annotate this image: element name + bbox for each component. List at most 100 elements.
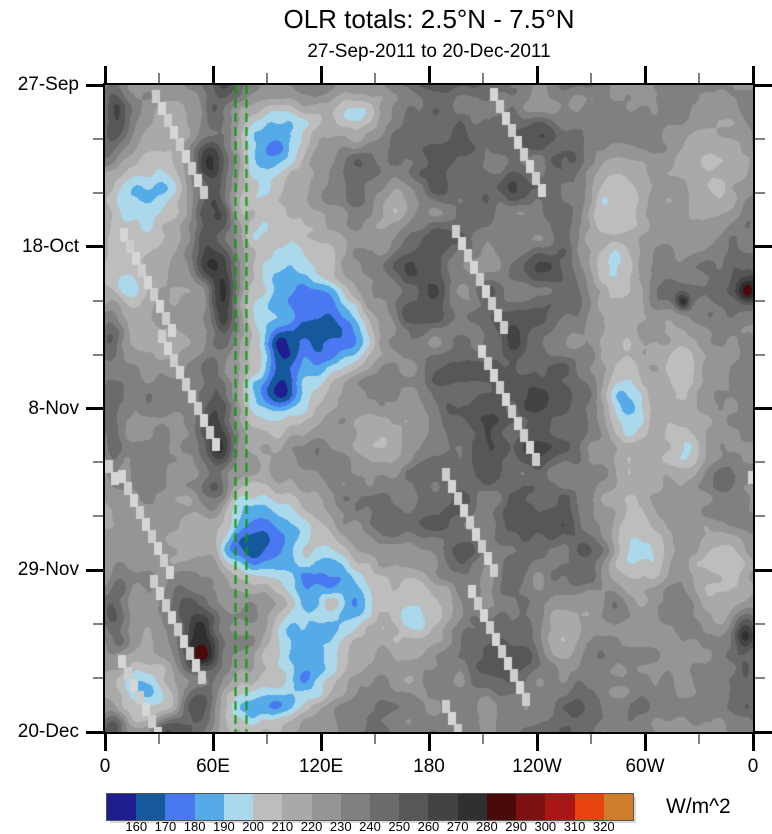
colorbar-tick-label: 190 xyxy=(213,819,235,834)
y-minor-tick-left xyxy=(93,515,103,518)
x-minor-tick-top xyxy=(158,73,160,83)
x-major-tick-top xyxy=(319,66,323,83)
y-major-tick-left xyxy=(86,245,103,249)
y-minor-tick-right xyxy=(755,677,765,680)
colorbar-segment xyxy=(340,794,370,820)
colorbar-segment xyxy=(253,794,283,820)
x-tick-label: 0 xyxy=(99,756,111,777)
colorbar-segment xyxy=(486,794,517,820)
y-minor-tick-right xyxy=(755,461,765,464)
x-major-tick-bottom xyxy=(643,734,647,751)
x-tick-label: 120E xyxy=(298,756,344,777)
hovmoller-field-canvas xyxy=(105,85,753,732)
y-tick-label: 20-Dec xyxy=(17,721,79,742)
colorbar-tick-label: 300 xyxy=(534,819,557,834)
colorbar-segment xyxy=(282,794,312,820)
y-major-tick-right xyxy=(755,568,772,572)
colorbar-segment xyxy=(311,794,341,820)
x-major-tick-top xyxy=(535,66,539,83)
y-major-tick-right xyxy=(755,730,772,734)
colorbar-tick-label: 220 xyxy=(300,819,323,834)
x-minor-tick-top xyxy=(590,73,592,83)
colorbar-unit-label: W/m^2 xyxy=(666,795,731,818)
x-major-tick-bottom xyxy=(211,734,215,751)
y-tick-label: 27-Sep xyxy=(17,74,79,95)
y-minor-tick-right xyxy=(755,353,765,356)
colorbar-segment xyxy=(574,794,604,820)
x-tick-label: 180 xyxy=(413,756,445,777)
colorbar-tick-label: 320 xyxy=(592,819,615,834)
y-major-tick-left xyxy=(86,730,103,734)
colorbar-segment xyxy=(545,794,575,820)
x-major-tick-top xyxy=(751,66,755,83)
x-minor-tick-top xyxy=(374,73,376,83)
x-minor-tick-bottom xyxy=(590,734,592,744)
colorbar-tick-label: 250 xyxy=(388,819,411,834)
y-major-tick-left xyxy=(86,83,103,87)
x-tick-label: 120W xyxy=(512,756,562,777)
x-minor-tick-bottom xyxy=(698,734,700,744)
y-tick-label: 18-Oct xyxy=(21,235,79,257)
x-tick-label: 60W xyxy=(625,756,665,777)
x-major-tick-bottom xyxy=(751,734,755,751)
colorbar-segment xyxy=(428,794,458,820)
x-major-tick-bottom xyxy=(535,734,539,751)
colorbar-tick-label: 240 xyxy=(359,819,381,834)
x-tick-label: 60E xyxy=(196,756,230,777)
y-minor-tick-left xyxy=(93,137,103,140)
colorbar-segment xyxy=(457,794,487,820)
plot-frame xyxy=(103,83,755,734)
y-minor-tick-right xyxy=(755,137,765,140)
colorbar-tick-label: 210 xyxy=(271,819,294,834)
colorbar-segment xyxy=(194,794,224,820)
colorbar-tick-label: 230 xyxy=(329,819,352,834)
colorbar-segment xyxy=(136,794,166,820)
y-minor-tick-right xyxy=(755,623,765,626)
colorbar-tick-label: 310 xyxy=(563,819,586,834)
x-minor-tick-bottom xyxy=(266,734,268,744)
chart-title: OLR totals: 2.5°N - 7.5°N xyxy=(283,4,575,34)
y-major-tick-right xyxy=(755,407,772,410)
x-minor-tick-top xyxy=(698,73,700,83)
x-minor-tick-bottom xyxy=(158,734,160,744)
colorbar-segment xyxy=(369,794,400,820)
colorbar-segment xyxy=(165,794,195,820)
colorbar-tick-label: 280 xyxy=(476,819,498,834)
colorbar-tick-label: 270 xyxy=(446,819,469,834)
x-major-tick-top xyxy=(211,66,215,83)
y-minor-tick-left xyxy=(93,299,103,302)
colorbar-tick-label: 260 xyxy=(417,819,440,834)
y-minor-tick-left xyxy=(93,677,103,680)
x-minor-tick-bottom xyxy=(482,734,484,744)
y-major-tick-right xyxy=(755,245,772,249)
chart-subtitle: 27-Sep-2011 to 20-Dec-2011 xyxy=(307,41,551,62)
y-minor-tick-right xyxy=(755,299,765,302)
y-minor-tick-left xyxy=(93,191,103,194)
colorbar-tick-label: 200 xyxy=(242,819,264,834)
x-major-tick-top xyxy=(643,66,647,83)
x-major-tick-bottom xyxy=(427,734,431,751)
x-tick-label: 0 xyxy=(747,756,759,777)
y-major-tick-left xyxy=(86,568,103,572)
x-major-tick-bottom xyxy=(319,734,323,751)
x-major-tick-bottom xyxy=(103,734,107,751)
colorbar-segment xyxy=(223,794,254,820)
y-minor-tick-right xyxy=(755,191,765,194)
x-minor-tick-top xyxy=(482,73,484,83)
colorbar-segment xyxy=(603,794,633,820)
colorbar-tick-label: 170 xyxy=(154,819,177,834)
x-minor-tick-bottom xyxy=(374,734,376,744)
y-tick-label: 29-Nov xyxy=(17,559,79,581)
y-major-tick-right xyxy=(755,83,772,87)
x-minor-tick-top xyxy=(266,73,268,83)
y-minor-tick-left xyxy=(93,623,103,626)
y-minor-tick-right xyxy=(755,515,765,518)
y-minor-tick-left xyxy=(93,353,103,356)
x-major-tick-top xyxy=(103,66,107,83)
x-major-tick-top xyxy=(427,66,431,83)
colorbar-segment xyxy=(107,794,137,820)
colorbar-segment xyxy=(516,794,546,820)
colorbar xyxy=(106,793,634,821)
y-tick-label: 8-Nov xyxy=(28,397,79,419)
